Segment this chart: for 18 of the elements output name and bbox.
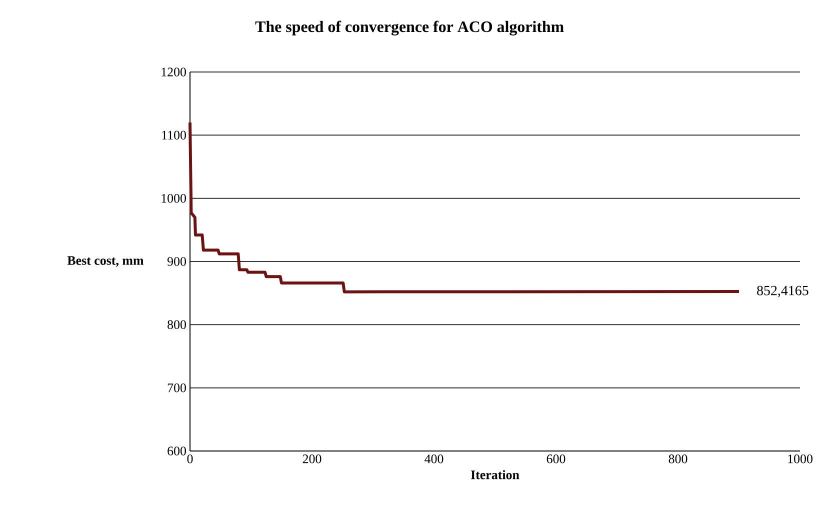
chart-title: The speed of convergence for ACO algorithm [255,20,564,36]
y-tick-label: 800 [168,320,186,330]
line-series [188,121,741,294]
x-axis-title: Iteration [470,470,520,480]
x-tick-label: 1000 [788,454,812,464]
x-tick-label: 200 [302,454,322,464]
y-tick-label: 600 [168,446,186,456]
y-tick-label: 1200 [162,68,186,76]
y-tick-label: 1000 [162,194,186,203]
x-tick-label: 800 [668,454,688,464]
x-tick-label: 600 [546,454,566,464]
x-tick-label: 0 [187,454,193,464]
y-tick-label: 700 [168,383,186,392]
y-axis-title: Best cost, mm [67,256,144,267]
annotation: 852,4165 [757,286,808,298]
y-tick-label: 900 [167,257,186,266]
x-tick-label: 400 [424,454,444,464]
y-tick-label: 1100 [162,130,186,140]
